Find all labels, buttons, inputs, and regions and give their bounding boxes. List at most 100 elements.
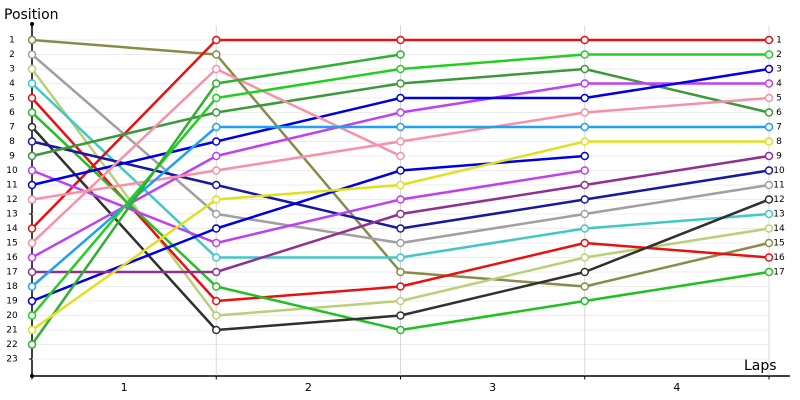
point — [212, 122, 221, 132]
point — [212, 35, 221, 45]
point — [212, 238, 221, 248]
point — [212, 79, 221, 88]
y-tick-label: 21 — [6, 326, 17, 336]
point — [27, 137, 37, 146]
point — [764, 195, 774, 204]
y-tick-label: 1 — [9, 36, 15, 46]
point — [27, 311, 37, 320]
x-category-label: 2 — [305, 381, 312, 394]
point — [396, 137, 405, 146]
point — [212, 296, 221, 306]
x-category-label: 4 — [673, 381, 680, 394]
point — [580, 282, 589, 291]
point — [396, 35, 405, 45]
y-tick-label: 15 — [6, 239, 17, 249]
y2-tick-label: 16 — [773, 253, 785, 263]
point — [580, 296, 589, 306]
y-tick-label: 14 — [6, 224, 18, 234]
point — [27, 151, 37, 161]
point — [580, 93, 589, 103]
point — [27, 224, 37, 233]
point — [580, 195, 589, 204]
point — [212, 151, 221, 161]
y2-tick-label: 8 — [776, 137, 782, 147]
point — [580, 238, 589, 248]
point — [396, 209, 405, 219]
point — [764, 209, 774, 219]
point — [212, 166, 221, 175]
point — [396, 311, 405, 320]
y2-tick-label: 13 — [773, 210, 784, 220]
y2-tick-label: 7 — [776, 123, 782, 133]
point — [580, 209, 589, 219]
point — [580, 137, 589, 146]
point — [396, 151, 405, 161]
y-tick-label: 16 — [6, 253, 18, 263]
point — [396, 108, 405, 117]
point — [212, 195, 221, 204]
point — [27, 166, 37, 175]
point — [764, 267, 774, 277]
y-tick-label: 7 — [9, 123, 15, 133]
y2-tick-label: 9 — [776, 152, 782, 162]
point — [764, 166, 774, 175]
point — [27, 64, 37, 74]
y-tick-label: 8 — [9, 137, 15, 147]
point — [27, 50, 37, 59]
y-tick-label: 19 — [6, 297, 18, 307]
y2-tick-label: 12 — [773, 195, 784, 205]
point — [580, 253, 589, 262]
point — [212, 50, 221, 59]
point — [580, 180, 589, 190]
point — [396, 282, 405, 291]
y2-tick-label: 3 — [776, 65, 782, 75]
y-tick-label: 18 — [6, 282, 18, 292]
y-tick-label: 3 — [9, 65, 15, 75]
point — [27, 253, 37, 262]
point — [27, 195, 37, 204]
axis-end — [30, 22, 34, 26]
point — [580, 50, 589, 59]
point — [396, 253, 405, 262]
point — [396, 238, 405, 248]
y-tick-label: 4 — [9, 79, 15, 89]
y-tick-label: 5 — [9, 94, 15, 104]
point — [764, 64, 774, 74]
point — [212, 180, 221, 190]
y-tick-label: 6 — [9, 108, 15, 118]
point — [396, 64, 405, 74]
y-tick-label: 10 — [6, 166, 18, 176]
point — [212, 253, 221, 262]
y2-tick-label: 15 — [773, 239, 784, 249]
point — [27, 282, 37, 291]
point — [764, 253, 774, 262]
point — [396, 296, 405, 306]
point — [396, 224, 405, 233]
y-tick-label: 17 — [6, 268, 17, 278]
y2-tick-label: 1 — [776, 36, 782, 46]
x-category-label: 1 — [121, 381, 128, 394]
point — [764, 122, 774, 132]
point — [27, 325, 37, 335]
y-tick-label: 13 — [6, 210, 17, 220]
point — [212, 209, 221, 219]
point — [580, 122, 589, 132]
point — [212, 64, 221, 74]
point — [212, 325, 221, 335]
y-tick-label: 23 — [6, 355, 17, 365]
y2-tick-label: 14 — [773, 224, 785, 234]
y-tick-label: 12 — [6, 195, 17, 205]
point — [212, 311, 221, 320]
point — [27, 180, 37, 190]
point — [764, 180, 774, 190]
point — [27, 296, 37, 306]
point — [580, 108, 589, 117]
point — [764, 238, 774, 248]
y2-tick-label: 10 — [773, 166, 785, 176]
point — [212, 267, 221, 277]
point — [27, 79, 37, 88]
point — [580, 79, 589, 88]
point — [764, 108, 774, 117]
point — [396, 195, 405, 204]
